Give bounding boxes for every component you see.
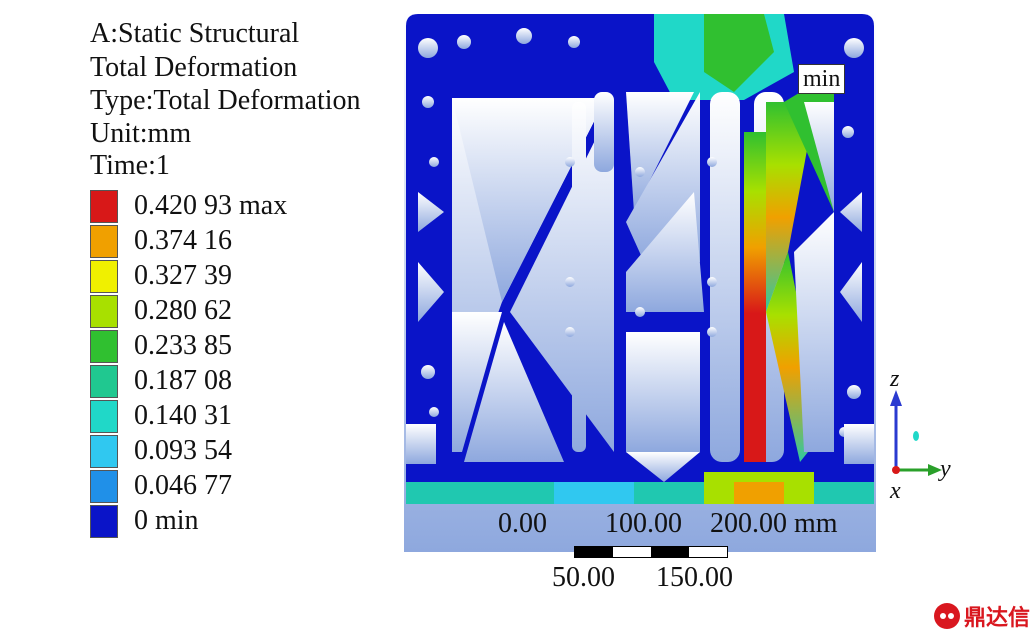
coordinate-triad[interactable]: z y x <box>882 366 952 504</box>
legend-label: 0.093 54 <box>134 435 232 466</box>
legend-swatch <box>90 435 118 468</box>
axis-triad-icon <box>890 390 942 476</box>
scale-label: 200.00 mm <box>710 508 838 539</box>
scale-label: 0.00 <box>498 508 547 539</box>
legend-swatch <box>90 505 118 538</box>
legend-label: 0.420 93 max <box>134 190 288 221</box>
legend-swatch <box>90 470 118 503</box>
deformation-contour-plot <box>404 12 876 552</box>
result-type: Type:Total Deformation <box>90 85 361 116</box>
legend-label: 0.233 85 <box>134 330 232 361</box>
legend-swatch <box>90 260 118 293</box>
legend-label: 0.280 62 <box>134 295 232 326</box>
legend-label: 0.327 39 <box>134 260 232 291</box>
scale-bar <box>574 546 728 558</box>
axis-x-label: x <box>890 478 901 504</box>
legend-label: 0.374 16 <box>134 225 232 256</box>
result-unit: Unit:mm <box>90 118 192 149</box>
result-time: Time:1 <box>90 150 170 181</box>
legend-label: 0 min <box>134 505 199 536</box>
legend-label: 0.046 77 <box>134 470 232 501</box>
scale-label: 50.00 <box>552 562 615 593</box>
legend-swatch <box>90 400 118 433</box>
min-probe-tag: min <box>798 64 846 94</box>
brand-watermark: 鼎达信 <box>934 600 1030 632</box>
legend-swatch <box>90 190 118 223</box>
model-viewport[interactable] <box>404 12 876 552</box>
analysis-title: A:Static Structural <box>90 18 300 49</box>
legend-label: 0.140 31 <box>134 400 232 431</box>
scale-label: 150.00 <box>656 562 733 593</box>
legend-swatch <box>90 365 118 398</box>
legend-label: 0.187 08 <box>134 365 232 396</box>
axis-z-label: z <box>890 366 900 392</box>
result-name: Total Deformation <box>90 52 298 83</box>
brand-name: 鼎达信 <box>964 606 1031 631</box>
legend-swatch <box>90 330 118 363</box>
scale-label: 100.00 <box>605 508 682 539</box>
legend-swatch <box>90 295 118 328</box>
legend-swatch <box>90 225 118 258</box>
axis-y-label: y <box>940 456 951 482</box>
brand-logo-icon <box>934 603 960 629</box>
